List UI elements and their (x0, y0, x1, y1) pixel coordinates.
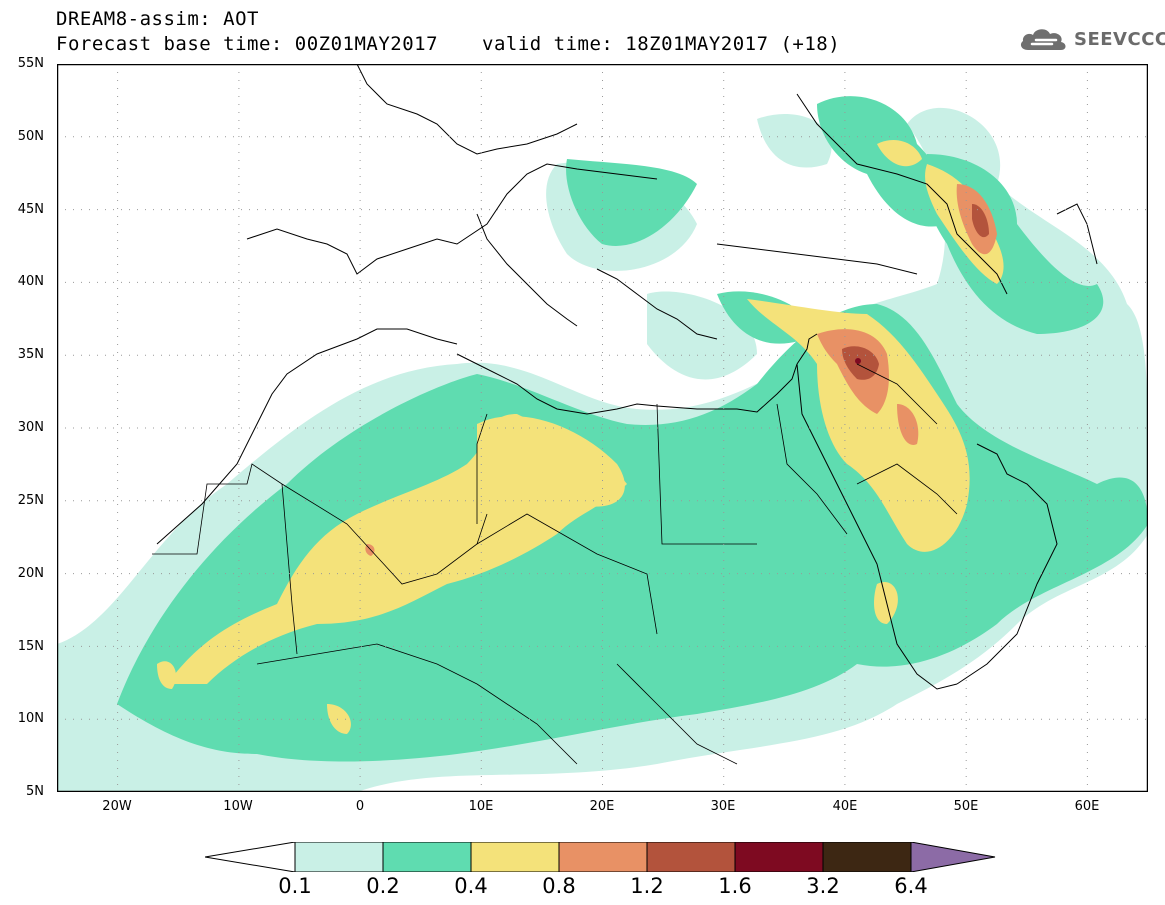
political-borders (152, 363, 958, 765)
colorbar-swatch-0.8 (558, 842, 648, 872)
forecast-base-time: Forecast base time: 00Z01MAY2017 (56, 33, 439, 55)
colorbar-swatch-0.2 (382, 842, 472, 872)
colorbar-low-arrow (205, 842, 296, 872)
colorbar-swatch-0.4 (470, 842, 560, 872)
lat-label: 25N (17, 493, 44, 508)
aot-map (57, 64, 1148, 792)
lon-label: 40E (832, 799, 858, 814)
aot-colorbar (205, 842, 996, 872)
colorbar-label: 0.8 (542, 874, 576, 898)
valid-time: valid time: 18Z01MAY2017 (+18) (482, 33, 841, 55)
lon-label: 10E (468, 799, 494, 814)
colorbar-label: 1.6 (718, 874, 752, 898)
lon-label: 20E (589, 799, 615, 814)
colorbar-label: 0.4 (454, 874, 488, 898)
seevccc-logo: SEEVCCC (1018, 24, 1165, 54)
lat-label: 15N (17, 639, 44, 654)
lon-label: 10W (223, 799, 253, 814)
cloud-icon (1020, 29, 1066, 50)
colorbar-label: 0.1 (278, 874, 312, 898)
lat-label: 45N (17, 202, 44, 217)
lon-label: 60E (1074, 799, 1100, 814)
colorbar-label: 6.4 (894, 874, 928, 898)
logo-text: SEEVCCC (1074, 28, 1165, 50)
lon-label: 30E (710, 799, 736, 814)
lat-label: 55N (17, 56, 44, 71)
aot-level-1.6-area (855, 358, 861, 364)
lat-label: 10N (17, 711, 44, 726)
coastlines (156, 64, 1098, 690)
colorbar-label: 3.2 (806, 874, 840, 898)
lat-label: 20N (17, 566, 44, 581)
lat-label: 5N (26, 784, 44, 799)
colorbar-label: 0.2 (366, 874, 400, 898)
aot-level-1.2-area (842, 204, 989, 380)
map-title: DREAM8-assim: AOT (56, 8, 259, 30)
lat-label: 50N (17, 129, 44, 144)
colorbar-swatch-1.6 (734, 842, 824, 872)
lon-label: 0 (355, 799, 365, 814)
map-frame (57, 64, 1148, 792)
colorbar-swatch-0.1 (294, 842, 384, 872)
colorbar-high-arrow (910, 842, 996, 872)
colorbar-swatch-1.2 (646, 842, 736, 872)
lat-label: 30N (17, 420, 44, 435)
lon-label: 50E (953, 799, 979, 814)
lat-label: 35N (17, 347, 44, 362)
colorbar-label: 1.2 (630, 874, 664, 898)
lon-label: 20W (102, 799, 132, 814)
lat-label: 40N (17, 274, 44, 289)
colorbar-swatch-3.2 (822, 842, 912, 872)
